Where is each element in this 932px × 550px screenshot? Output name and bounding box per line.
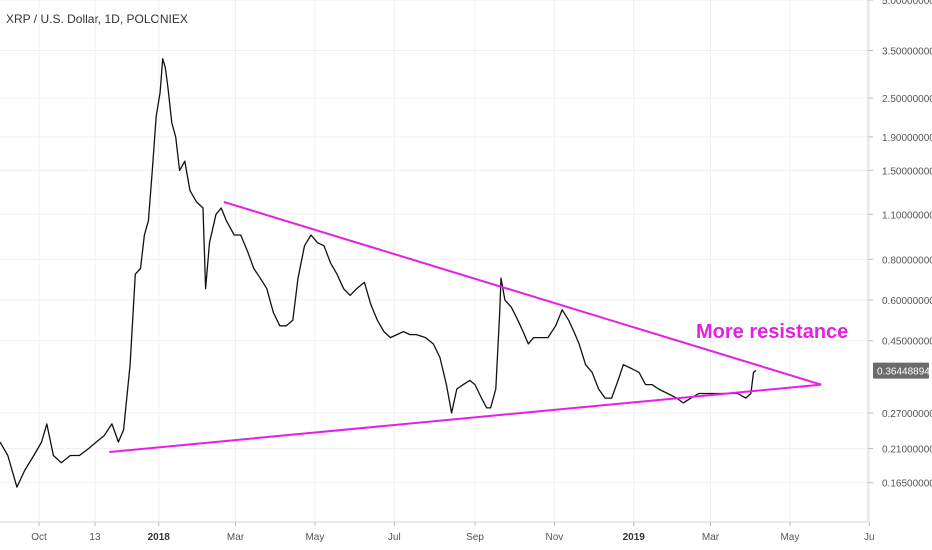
last-price-label: 0.36448894 — [877, 367, 930, 378]
last-price-tag: 0.36448894 — [873, 362, 930, 379]
price-tick-label: 1.90000000 — [882, 133, 932, 144]
time-tick-label: May — [780, 532, 799, 543]
time-tick-label: Ju — [864, 532, 875, 543]
support-trendline[interactable] — [109, 383, 822, 453]
time-tick-label: Oct — [31, 532, 47, 543]
time-tick-label: Jul — [388, 532, 401, 543]
time-tick-label: 2019 — [623, 532, 646, 543]
price-tick-label: 1.50000000 — [882, 166, 932, 177]
price-tick-label: 0.60000000 — [882, 296, 932, 307]
price-tick-label: 3.50000000 — [882, 46, 932, 57]
price-tick-label: 0.45000000 — [882, 337, 932, 348]
price-tick-label: 0.21000000 — [882, 445, 932, 456]
time-tick-label: Mar — [702, 532, 720, 543]
time-tick-label: 2018 — [148, 532, 171, 543]
price-tick-label: 2.50000000 — [882, 94, 932, 105]
price-tick-label: 1.10000000 — [882, 210, 932, 221]
price-tick-label: 0.16500000 — [882, 479, 932, 490]
grid — [0, 0, 870, 522]
price-tick-label: 5.00000000 — [882, 0, 932, 7]
price-series-line — [0, 58, 757, 488]
price-axis[interactable]: 5.00000000 3.50000000 2.50000000 1.90000000… — [868, 0, 932, 490]
time-tick-label: May — [305, 532, 324, 543]
time-tick-label: 13 — [89, 532, 101, 543]
time-axis[interactable]: Oct 13 2018 Mar May Jul Sep Nov 2019 Mar May Ju — [31, 522, 875, 543]
price-tick-label: 0.27000000 — [882, 409, 932, 420]
annotation-more-resistance: More resistance — [696, 321, 848, 343]
time-tick-label: Nov — [545, 532, 563, 543]
trendlines[interactable] — [109, 200, 822, 453]
chart-title: XRP / U.S. Dollar, 1D, POLONIEX — [6, 12, 188, 26]
time-tick-label: Sep — [466, 532, 484, 543]
resistance-trendline[interactable] — [223, 200, 822, 386]
price-tick-label: 0.80000000 — [882, 255, 932, 266]
time-tick-label: Mar — [227, 532, 245, 543]
